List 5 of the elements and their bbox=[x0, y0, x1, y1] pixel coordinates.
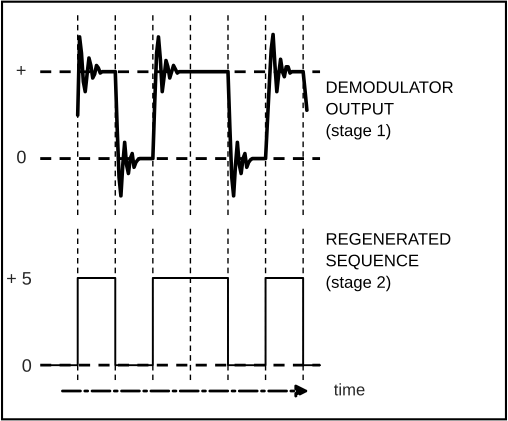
y-tick-label: + 5 bbox=[7, 272, 32, 285]
x-axis-title: time bbox=[334, 383, 364, 396]
series-label: REGENERATED SEQUENCE (stage 2) bbox=[326, 233, 450, 292]
series-label: DEMODULATOR OUTPUT (stage 1) bbox=[326, 81, 453, 140]
ref-line-label: + bbox=[16, 66, 26, 75]
